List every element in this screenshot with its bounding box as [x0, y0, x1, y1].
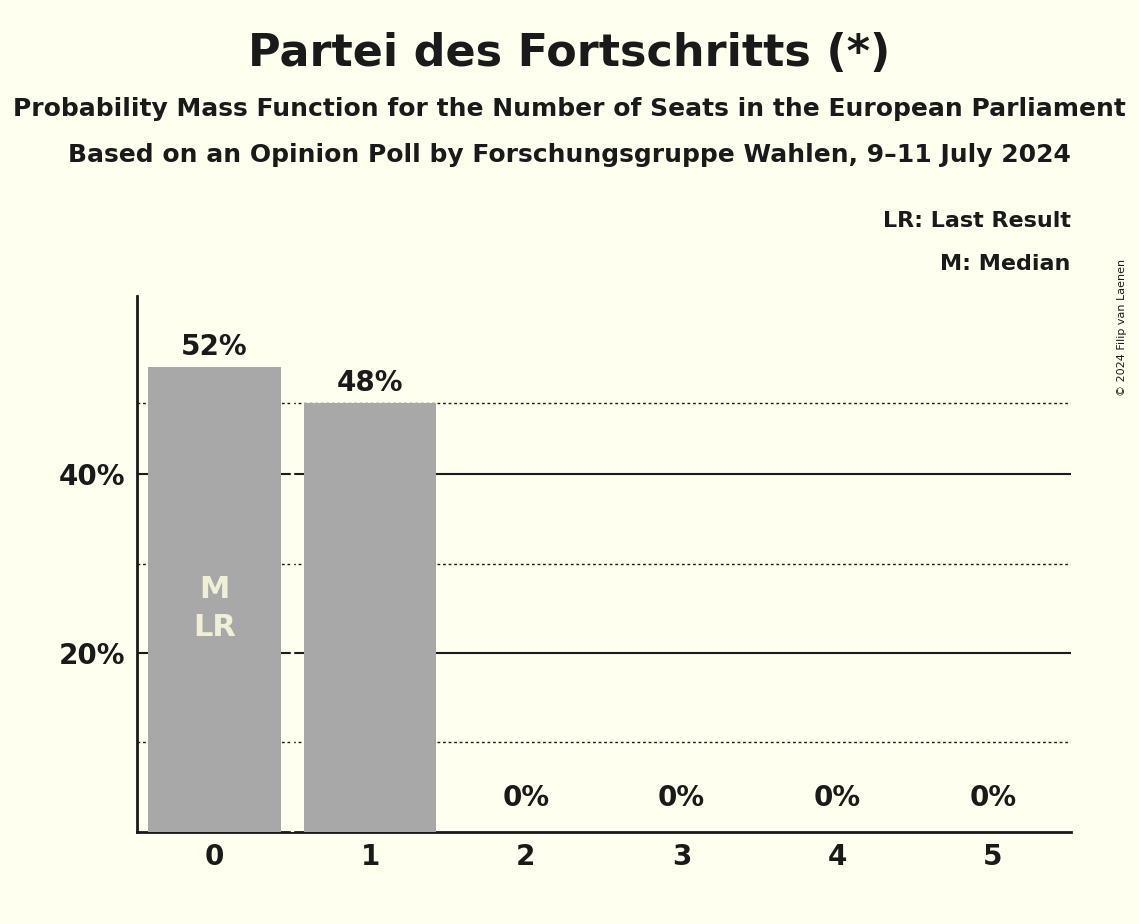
Text: Partei des Fortschritts (*): Partei des Fortschritts (*) — [248, 32, 891, 76]
Text: 0%: 0% — [813, 784, 861, 812]
Text: 0%: 0% — [969, 784, 1016, 812]
Text: LR: Last Result: LR: Last Result — [883, 212, 1071, 231]
Text: M
LR: M LR — [194, 575, 236, 642]
Text: Probability Mass Function for the Number of Seats in the European Parliament: Probability Mass Function for the Number… — [13, 97, 1126, 121]
Text: M: Median: M: Median — [941, 254, 1071, 274]
Text: 0%: 0% — [658, 784, 705, 812]
Text: 0%: 0% — [502, 784, 549, 812]
Bar — [304, 403, 436, 832]
Text: Based on an Opinion Poll by Forschungsgruppe Wahlen, 9–11 July 2024: Based on an Opinion Poll by Forschungsgr… — [68, 143, 1071, 167]
Text: © 2024 Filip van Laenen: © 2024 Filip van Laenen — [1117, 259, 1126, 395]
Text: 48%: 48% — [337, 369, 403, 396]
Text: 52%: 52% — [181, 333, 248, 361]
Bar — [148, 367, 280, 832]
